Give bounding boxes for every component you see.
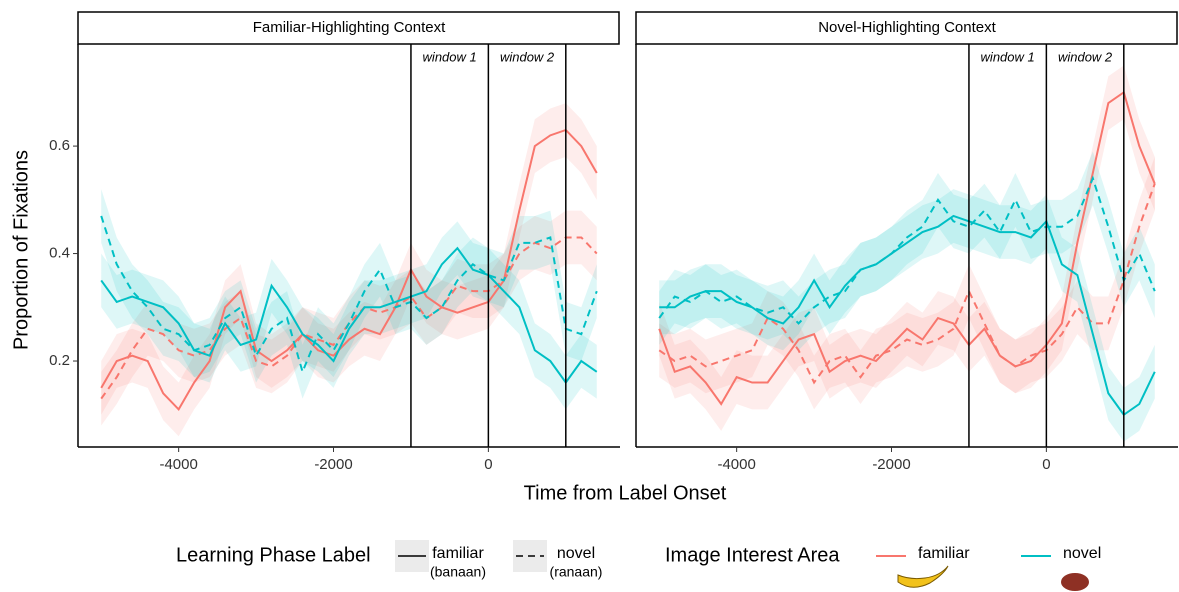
x-tick-label: 0 [484, 456, 492, 473]
legend-title: Image Interest Area [665, 544, 840, 566]
fruit-icon [1061, 573, 1089, 591]
x-axis-label: Time from Label Onset [524, 482, 727, 504]
x-tick-label: 0 [1042, 456, 1050, 473]
legend-label: familiar [918, 545, 970, 562]
legend-sublabel: (banaan) [430, 564, 486, 580]
strip [635, 11, 1178, 45]
legend-label: familiar [432, 545, 484, 562]
y-tick-label: 0.2 [49, 352, 70, 369]
series-line [658, 90, 1156, 406]
window-label: window 2 [500, 49, 555, 64]
legend-title: Learning Phase Label [176, 544, 371, 566]
series-line [100, 128, 598, 412]
error-ribbon [659, 189, 1155, 442]
strip [77, 11, 620, 45]
window-label: window 1 [423, 49, 477, 64]
series-line [658, 175, 1156, 325]
y-axis-label: Proportion of Fixations [10, 150, 32, 350]
error-ribbon [659, 65, 1155, 431]
window-label: window 2 [1058, 49, 1113, 64]
legend-label: novel [1063, 545, 1101, 562]
series-line [100, 215, 598, 375]
banana-icon [897, 565, 949, 588]
series-line [658, 183, 1156, 385]
error-ribbon [101, 189, 597, 399]
legend-label: novel [557, 545, 595, 562]
legend-sublabel: (ranaan) [550, 564, 603, 580]
x-tick-label: -2000 [314, 456, 352, 473]
panel-title: Novel-Highlighting Context [818, 19, 996, 36]
series-line [659, 214, 1156, 417]
x-tick-label: -4000 [717, 456, 755, 473]
x-tick-label: -2000 [872, 456, 910, 473]
series-line [100, 246, 598, 385]
x-tick-label: -4000 [159, 456, 197, 473]
panel-title: Familiar-Highlighting Context [253, 19, 446, 36]
y-tick-label: 0.6 [49, 137, 70, 154]
window-label: window 1 [981, 49, 1035, 64]
error-ribbon [659, 156, 1155, 410]
error-ribbon [659, 151, 1155, 351]
y-tick-label: 0.4 [49, 245, 70, 262]
